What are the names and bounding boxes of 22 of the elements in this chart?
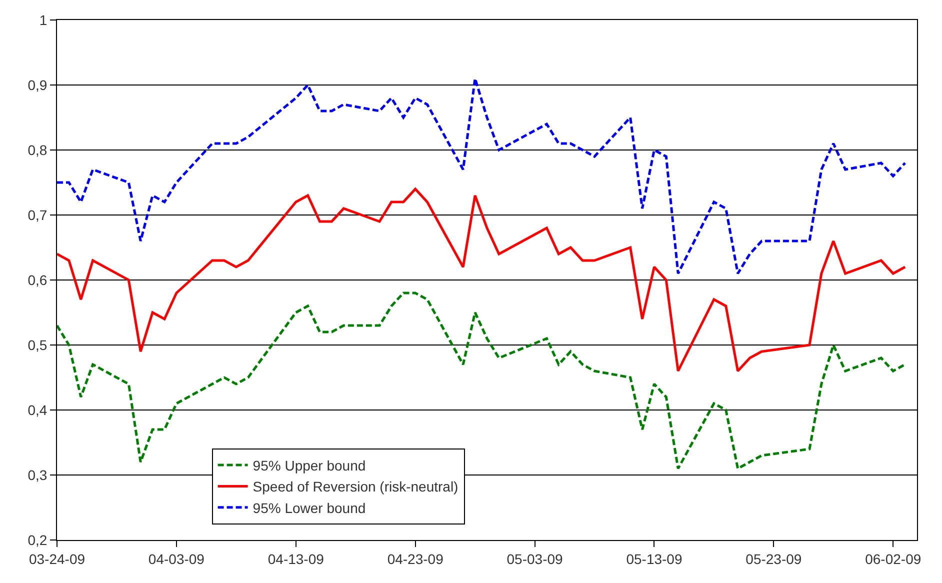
legend-label: 95% Upper bound — [252, 457, 366, 474]
y-tick-label: 0,4 — [28, 402, 48, 418]
x-tick-label: 03-24-09 — [28, 550, 86, 567]
x-tick-label: 05-03-09 — [506, 550, 564, 567]
y-tick-label: 0,8 — [28, 142, 48, 158]
x-tick-label: 04-13-09 — [268, 550, 324, 567]
y-tick-label: 0,9 — [28, 76, 48, 93]
line-series — [57, 77, 906, 275]
line-series — [57, 188, 906, 372]
x-tick-label: 05-23-09 — [746, 550, 802, 567]
y-tick-label: 0,2 — [28, 532, 48, 548]
x-tick-label: 05-13-09 — [626, 550, 682, 567]
legend-label: 95% Lower bound — [252, 500, 366, 516]
legend-label: Speed of Reversion (risk-neutral) — [252, 478, 458, 495]
y-tick-label: 0,5 — [28, 336, 48, 353]
x-tick-label: 04-23-09 — [387, 550, 444, 567]
y-tick-label: 1 — [39, 12, 48, 28]
y-tick-label: 0,3 — [28, 466, 48, 483]
x-tick-label: 06-02-09 — [865, 550, 922, 567]
y-tick-label: 0,7 — [28, 206, 48, 223]
y-tick-label: 0,6 — [28, 272, 48, 288]
x-tick-label: 04-03-09 — [148, 550, 205, 567]
